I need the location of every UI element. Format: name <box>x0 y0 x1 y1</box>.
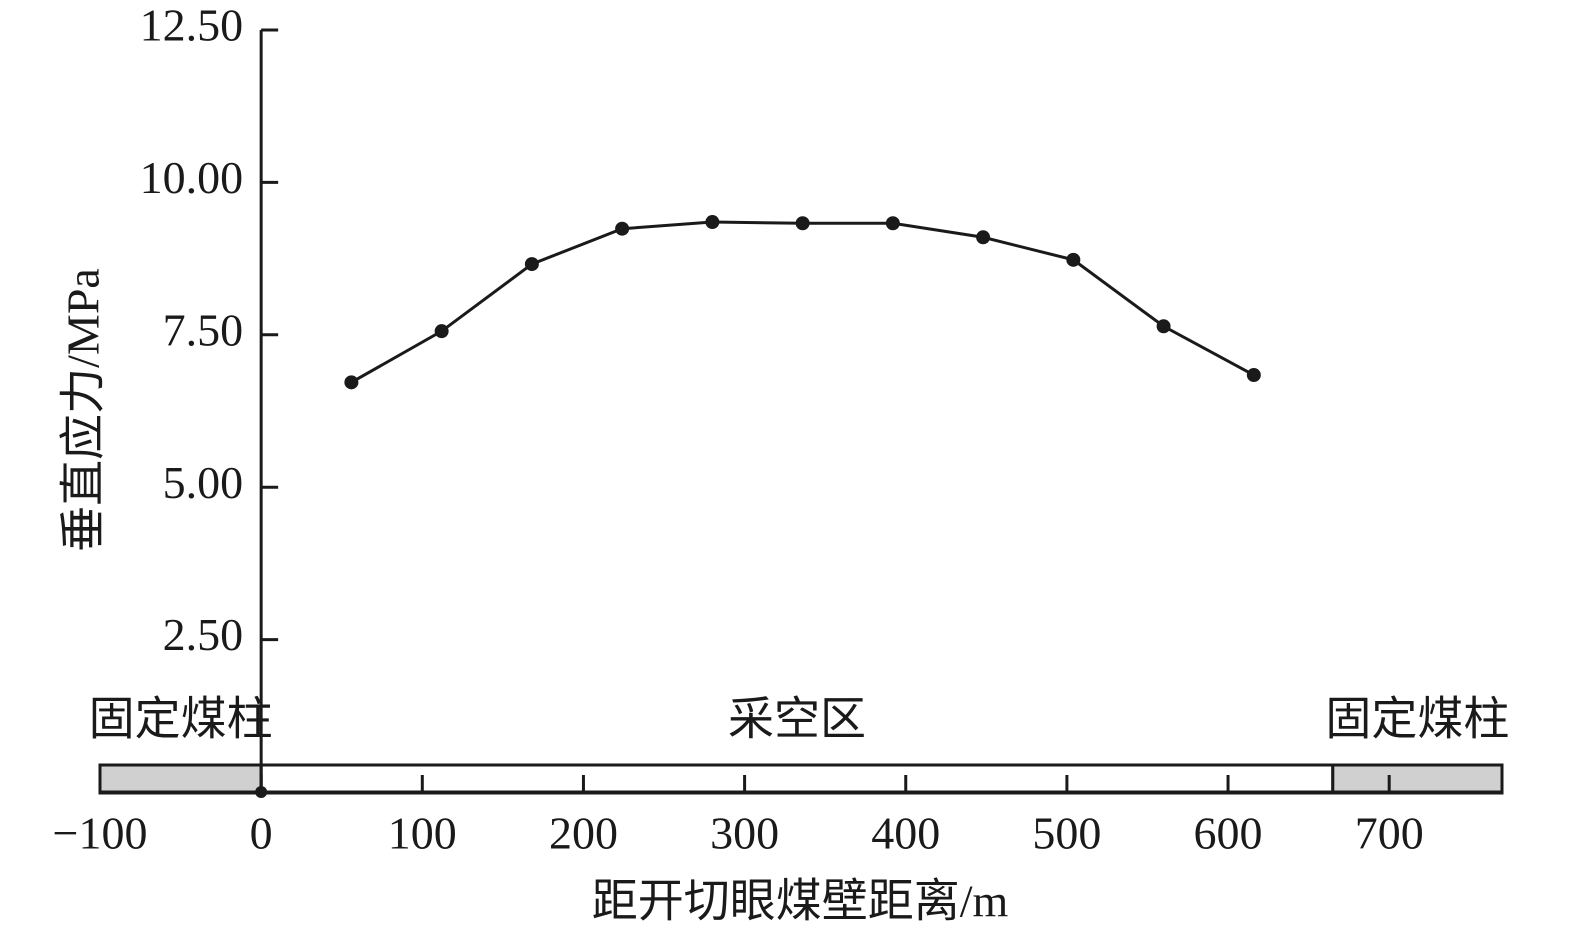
x-tick-label: 200 <box>549 808 618 859</box>
region-label: 固定煤柱 <box>89 694 273 745</box>
x-tick-label: 300 <box>710 808 779 859</box>
region-label: 采空区 <box>728 694 866 745</box>
y-tick-label: 10.00 <box>140 152 244 203</box>
data-point <box>885 216 900 231</box>
data-point <box>434 324 449 339</box>
y-tick-label: 5.00 <box>163 457 244 508</box>
x-tick-label: 100 <box>388 808 457 859</box>
x-tick-label: 600 <box>1194 808 1263 859</box>
data-point <box>795 216 810 231</box>
origin-dot <box>255 786 268 798</box>
data-point <box>524 257 539 272</box>
y-tick-label: 2.50 <box>163 609 244 660</box>
x-axis-label: 距开切眼煤壁距离/m <box>592 876 1009 927</box>
data-point <box>344 375 359 390</box>
data-point <box>1066 252 1081 267</box>
data-point <box>705 215 720 230</box>
region-label: 固定煤柱 <box>1325 694 1509 745</box>
x-tick-label: 500 <box>1032 808 1101 859</box>
data-point <box>1246 368 1261 383</box>
data-line <box>350 220 1255 384</box>
x-tick-label: 0 <box>250 808 273 859</box>
data-point <box>1156 319 1171 334</box>
y-tick-label: 7.50 <box>163 304 244 355</box>
region <box>98 763 263 795</box>
x-tick-label: 400 <box>871 808 940 859</box>
data-point <box>976 230 991 245</box>
x-tick-label: −100 <box>53 808 148 859</box>
y-axis-label: 垂直应力/MPa <box>58 268 109 552</box>
region <box>1331 763 1504 795</box>
y-tick-label: 12.50 <box>140 0 244 51</box>
x-tick-label: 700 <box>1355 808 1424 859</box>
data-point <box>615 221 630 236</box>
